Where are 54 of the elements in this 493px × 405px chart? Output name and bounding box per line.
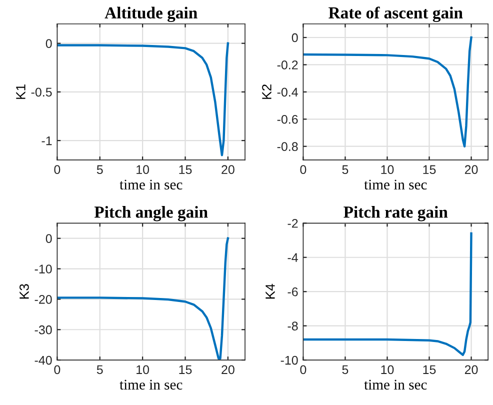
line-series — [303, 36, 472, 148]
y-axis-title: K2 — [262, 84, 272, 99]
x-tick-label: 20 — [464, 165, 478, 174]
x-tick-label: 15 — [179, 365, 192, 374]
y-tick-label: 0 — [46, 234, 52, 244]
x-tick-label: 20 — [222, 165, 234, 174]
y-tick-label: -40 — [34, 356, 52, 365]
x-tick-label: 0 — [54, 365, 60, 374]
y-tick-label: -0.8 — [277, 142, 298, 152]
y-axis-title: K3 — [20, 284, 29, 299]
x-tick-label: 0 — [300, 365, 306, 374]
y-tick-label: -6 — [288, 287, 298, 296]
x-tick-label: 5 — [96, 165, 103, 174]
y-tick-label: 0 — [292, 33, 298, 42]
y-tick-label: -20 — [34, 295, 52, 304]
x-tick-label: 5 — [342, 165, 348, 174]
x-tick-label: 20 — [464, 365, 478, 374]
chart-title: Pitch rate gain — [344, 206, 448, 222]
x-axis-title: time in sec — [364, 380, 427, 390]
y-tick-label: -0.6 — [277, 114, 298, 124]
chart-title: Rate of ascent gain — [328, 6, 463, 22]
line-series — [57, 237, 230, 360]
y-tick-label: -10 — [34, 264, 52, 274]
x-tick-label: 10 — [381, 365, 394, 374]
y-tick-label: -0.2 — [277, 60, 298, 70]
x-tick-label: 10 — [381, 165, 394, 174]
x-axis-title: time in sec — [120, 180, 182, 190]
y-tick-label: -4 — [288, 253, 298, 262]
x-axis-title: time in sec — [364, 180, 427, 190]
x-tick-label: 20 — [222, 365, 234, 374]
y-axis-title: K1 — [16, 84, 26, 99]
y-tick-label: 0 — [46, 39, 52, 48]
chart-title: Altitude gain — [104, 6, 198, 22]
x-tick-label: 0 — [300, 165, 306, 174]
x-tick-label: 10 — [136, 165, 150, 174]
y-tick-label: -0.5 — [31, 88, 52, 97]
y-tick-label: -1 — [42, 136, 52, 146]
y-tick-label: -8 — [288, 322, 298, 330]
x-tick-label: 5 — [342, 365, 348, 374]
x-tick-label: 0 — [54, 165, 60, 174]
y-tick-label: -2 — [288, 218, 298, 228]
y-tick-label: -0.4 — [277, 88, 298, 97]
x-tick-label: 15 — [179, 165, 192, 174]
y-axis-title: K4 — [266, 284, 275, 299]
chart-title: Pitch angle gain — [94, 206, 208, 222]
x-axis-title: time in sec — [120, 380, 182, 390]
x-tick-label: 10 — [136, 365, 150, 374]
line-series — [303, 232, 472, 356]
x-tick-label: 15 — [423, 165, 436, 174]
y-tick-label: -10 — [280, 356, 298, 365]
y-tick-label: -30 — [34, 325, 52, 334]
x-tick-label: 15 — [423, 365, 436, 374]
x-tick-label: 5 — [96, 365, 103, 374]
line-series — [57, 42, 230, 156]
